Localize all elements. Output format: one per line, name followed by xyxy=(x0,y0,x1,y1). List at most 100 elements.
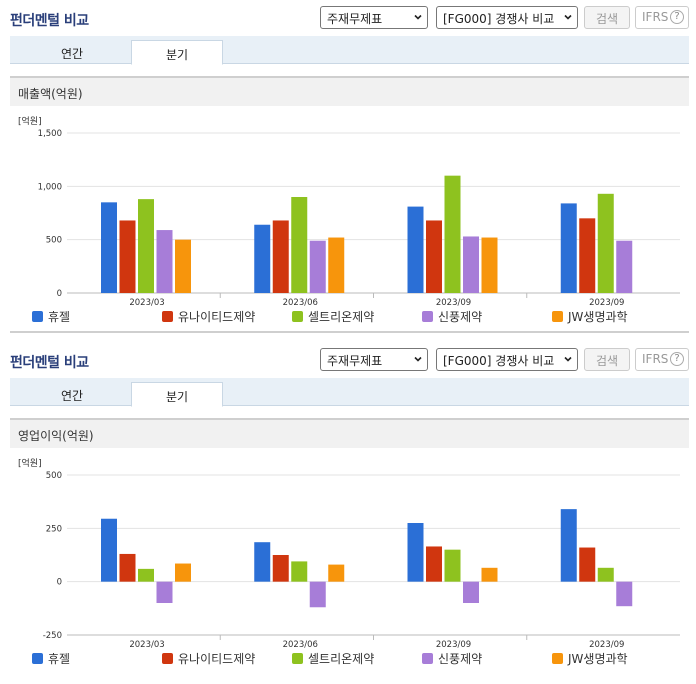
legend-item[interactable]: 휴젤 xyxy=(32,308,70,325)
indicator-select[interactable]: 주재무제표 xyxy=(320,348,428,371)
panel-title: 펀더멘털 비교 xyxy=(10,13,89,29)
legend-label: 신풍제약 xyxy=(438,310,483,324)
bar[interactable] xyxy=(291,561,308,582)
bar[interactable] xyxy=(138,199,154,293)
help-icon[interactable]: ? xyxy=(670,352,684,366)
y-tick-label: 500 xyxy=(46,236,62,246)
chevron-down-icon xyxy=(564,14,572,20)
bar[interactable] xyxy=(119,220,136,293)
x-tick-label: 2023/06 xyxy=(283,640,318,650)
ifrs-button[interactable]: IFRS ? xyxy=(635,348,689,371)
indicator-select[interactable]: 주재무제표 xyxy=(320,6,428,29)
bar[interactable] xyxy=(101,518,117,582)
legend-swatch xyxy=(292,653,303,664)
legend-label: 셀트리온제약 xyxy=(308,652,375,666)
y-tick-label: 500 xyxy=(46,471,62,481)
bar[interactable] xyxy=(463,236,479,293)
y-tick-label: 0 xyxy=(57,289,62,299)
bar[interactable] xyxy=(309,581,326,608)
bar[interactable] xyxy=(119,553,136,582)
bar[interactable] xyxy=(407,206,424,293)
chevron-down-icon xyxy=(564,356,572,362)
revenue-chart: 0 500 1,000 1,500 2023/03 2023/06 2023/09 2023/… xyxy=(38,129,680,308)
legend-item[interactable]: 유나이티드제약 xyxy=(162,308,255,325)
bar[interactable] xyxy=(175,563,191,582)
bar[interactable] xyxy=(291,197,308,293)
ifrs-button[interactable]: IFRS ? xyxy=(635,6,689,29)
bar[interactable] xyxy=(328,564,345,582)
y-tick-label: 1,500 xyxy=(38,129,62,139)
chart-title: 영업이익(억원) xyxy=(18,429,94,443)
legend-item[interactable]: 셀트리온제약 xyxy=(292,650,374,667)
legend-label: 유나이티드제약 xyxy=(178,652,256,666)
legend-item[interactable]: JW생명과학 xyxy=(552,650,628,667)
bar[interactable] xyxy=(597,567,614,582)
legend-item[interactable]: 유나이티드제약 xyxy=(162,650,255,667)
bar[interactable] xyxy=(156,581,173,603)
legend-swatch xyxy=(422,311,433,322)
bar[interactable] xyxy=(272,555,289,582)
legend-swatch xyxy=(162,653,173,664)
search-button[interactable]: 검색 xyxy=(584,6,630,29)
compare-select-value: [FG000] 경쟁사 비교 xyxy=(443,354,555,368)
x-tick-label: 2023/03 xyxy=(129,640,164,650)
x-tick-label: 2023/09 xyxy=(589,298,624,308)
bar[interactable] xyxy=(463,581,479,603)
bar[interactable] xyxy=(579,218,596,293)
x-tick-label: 2023/03 xyxy=(129,298,164,308)
bar[interactable] xyxy=(254,542,271,582)
legend-item[interactable]: 휴젤 xyxy=(32,650,70,667)
chart-header: 영업이익(억원) xyxy=(10,418,689,448)
bar[interactable] xyxy=(156,230,173,293)
legend-item[interactable]: 신풍제약 xyxy=(422,308,482,325)
bar[interactable] xyxy=(426,220,442,293)
bar[interactable] xyxy=(254,224,271,293)
tab-quarter[interactable]: 분기 xyxy=(131,40,223,65)
legend-swatch xyxy=(162,311,173,322)
period-tabs: 연간 분기 xyxy=(10,36,689,65)
chevron-down-icon xyxy=(414,356,422,362)
search-button[interactable]: 검색 xyxy=(584,348,630,371)
bar[interactable] xyxy=(560,203,577,293)
bar[interactable] xyxy=(272,220,289,293)
tab-annual[interactable]: 연간 xyxy=(60,389,84,403)
bar[interactable] xyxy=(444,549,461,582)
bar[interactable] xyxy=(616,240,633,293)
divider xyxy=(10,331,689,333)
compare-select-value: [FG000] 경쟁사 비교 xyxy=(443,12,555,26)
bar[interactable] xyxy=(407,523,424,582)
legend-label: 신풍제약 xyxy=(438,652,483,666)
compare-select[interactable]: [FG000] 경쟁사 비교 xyxy=(436,6,578,29)
legend-item[interactable]: 셀트리온제약 xyxy=(292,308,374,325)
chart-legend: 휴젤 유나이티드제약 셀트리온제약 신풍제약 JW생명과학 xyxy=(0,650,696,668)
bar[interactable] xyxy=(481,567,498,582)
tab-annual[interactable]: 연간 xyxy=(60,47,84,61)
legend-swatch xyxy=(292,311,303,322)
help-icon[interactable]: ? xyxy=(670,10,684,24)
y-tick-label: 250 xyxy=(46,524,62,534)
y-tick-label: 1,000 xyxy=(38,182,62,192)
bar[interactable] xyxy=(560,509,577,582)
fundamental-panel-operating-profit: 펀더멘털 비교 주재무제표 [FG000] 경쟁사 비교 검색 IFRS ? 연… xyxy=(0,342,696,684)
chart-header: 매출액(억원) xyxy=(10,76,689,106)
legend-item[interactable]: JW생명과학 xyxy=(552,308,628,325)
bar[interactable] xyxy=(426,546,442,582)
unit-label: [억원] xyxy=(18,459,42,469)
bar[interactable] xyxy=(328,237,345,293)
compare-select[interactable]: [FG000] 경쟁사 비교 xyxy=(436,348,578,371)
chart-legend: 휴젤 유나이티드제약 셀트리온제약 신풍제약 JW생명과학 xyxy=(0,308,696,326)
bar[interactable] xyxy=(309,240,326,293)
bar[interactable] xyxy=(579,547,596,582)
bar[interactable] xyxy=(444,175,461,293)
y-tick-label: 0 xyxy=(57,578,62,588)
tab-quarter[interactable]: 분기 xyxy=(131,382,223,407)
bar[interactable] xyxy=(101,202,117,293)
bar[interactable] xyxy=(138,568,154,582)
bar[interactable] xyxy=(175,239,191,293)
bar[interactable] xyxy=(597,193,614,293)
bar[interactable] xyxy=(481,237,498,293)
legend-swatch xyxy=(32,311,43,322)
legend-item[interactable]: 신풍제약 xyxy=(422,650,482,667)
bar[interactable] xyxy=(616,581,633,607)
operating-profit-chart: -250 0 250 500 2023/03 2023/06 2023/09 2023/09 xyxy=(43,471,680,650)
